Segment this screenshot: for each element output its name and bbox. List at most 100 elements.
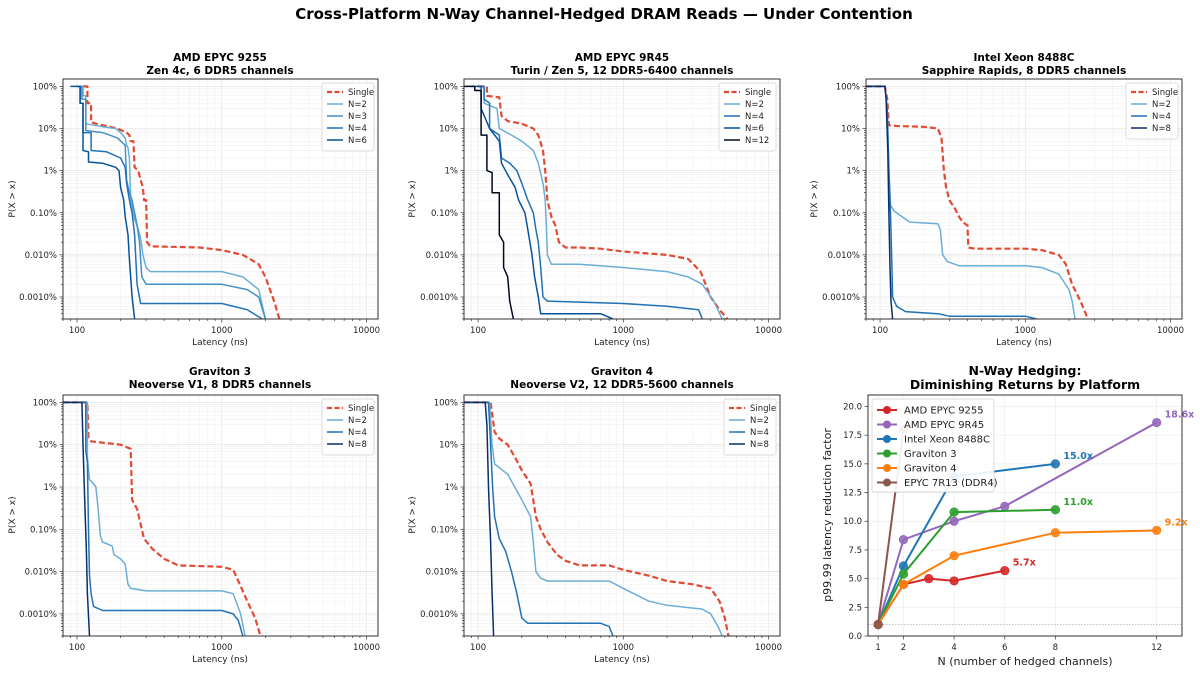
legend-label: Single bbox=[750, 404, 776, 414]
figure-title: Cross-Platform N-Way Channel-Hedged DRAM… bbox=[295, 5, 913, 23]
x-tick-label: 1000 bbox=[211, 643, 233, 653]
panel-title: Graviton 3 bbox=[189, 366, 251, 378]
x-tick-label: 12 bbox=[1151, 643, 1162, 653]
series-line-n-6 bbox=[471, 85, 614, 319]
data-point-amd-epyc-9r45 bbox=[898, 534, 909, 545]
series-line-n-6 bbox=[70, 85, 136, 319]
legend-label: N=4 bbox=[348, 124, 367, 134]
legend-marker bbox=[883, 464, 891, 472]
y-tick-label: 2.5 bbox=[848, 603, 862, 613]
y-tick-label: 1% bbox=[445, 483, 459, 493]
x-tick-label: 100 bbox=[872, 326, 888, 336]
panel-xeon8488c: Intel Xeon 8488C Sapphire Rapids, 8 DDR5… bbox=[810, 52, 1184, 348]
series-group bbox=[464, 401, 730, 636]
y-tick-label: 10.0 bbox=[843, 517, 862, 527]
legend-box bbox=[1125, 82, 1179, 140]
y-axis-label: P(X > x) bbox=[810, 180, 820, 217]
y-tick-label: 0.10% bbox=[431, 209, 458, 219]
x-tick-label: 1 bbox=[875, 643, 880, 653]
legend-marker bbox=[883, 435, 891, 443]
x-axis-label: Latency (ns) bbox=[192, 655, 248, 665]
panel-title: Graviton 4 bbox=[591, 366, 653, 378]
y-tick-label: 0.0010% bbox=[19, 610, 57, 620]
legend-label: N=6 bbox=[745, 124, 764, 134]
y-tick-label: 100% bbox=[836, 82, 860, 92]
x-tick-label: 1000 bbox=[211, 326, 233, 336]
data-point-graviton-3 bbox=[949, 507, 959, 517]
series-line-n-4 bbox=[866, 85, 1037, 319]
legend-label: N=2 bbox=[1152, 100, 1171, 110]
y-tick-label: 0.0010% bbox=[420, 293, 458, 303]
series-line-n-8 bbox=[63, 401, 91, 636]
legend-label: Single bbox=[1152, 88, 1178, 98]
series-group bbox=[63, 401, 262, 636]
annotation-graviton-3: 11.0x bbox=[1063, 497, 1093, 508]
y-tick-label: 10% bbox=[439, 441, 458, 451]
legend-box bbox=[321, 398, 375, 456]
series-line-n-4 bbox=[478, 85, 703, 319]
y-tick-label: 20.0 bbox=[843, 402, 862, 412]
data-point-amd-epyc-9r45 bbox=[1152, 417, 1162, 428]
legend-label: N=4 bbox=[745, 112, 764, 122]
y-tick-label: 0.0010% bbox=[420, 610, 458, 620]
series-line-n-12 bbox=[464, 85, 515, 319]
annotation-graviton-4: 9.2x bbox=[1165, 517, 1188, 528]
x-tick-label: 8 bbox=[1053, 643, 1058, 653]
axes-frame bbox=[62, 394, 379, 637]
series-line-n-4 bbox=[63, 401, 244, 636]
y-tick-label: 10% bbox=[38, 441, 57, 451]
panel-subtitle: Neoverse V1, 8 DDR5 channels bbox=[129, 379, 312, 391]
axes-frame bbox=[865, 78, 1183, 320]
y-tick-label: 5.0 bbox=[848, 575, 862, 585]
axes-frame bbox=[867, 394, 1183, 637]
data-point-graviton-3 bbox=[898, 569, 909, 579]
legend-box bbox=[723, 398, 777, 456]
legend-label: Single bbox=[348, 88, 374, 98]
x-tick-label: 10000 bbox=[353, 326, 380, 336]
legend: Single N=2 N=4 N=8 bbox=[723, 398, 777, 456]
y-tick-label: 15.0 bbox=[843, 460, 862, 470]
data-point-amd-epyc-9r45 bbox=[1000, 501, 1010, 511]
legend: AMD EPYC 9255 AMD EPYC 9R45 Intel Xeon 848… bbox=[871, 398, 998, 493]
y-tick-label: 1% bbox=[847, 167, 861, 177]
legend-label: Single bbox=[348, 404, 374, 414]
y-axis-label: P(X > x) bbox=[408, 496, 418, 533]
y-tick-label: 0.010% bbox=[25, 568, 57, 578]
legend-label: N=12 bbox=[745, 136, 769, 146]
legend-label: AMD EPYC 9255 bbox=[904, 406, 984, 417]
series-group bbox=[866, 85, 1089, 319]
x-tick-label: 10000 bbox=[755, 643, 782, 653]
panel-nway-hedging: N-Way Hedging: Diminishing Returns by Pl… bbox=[821, 363, 1194, 668]
y-tick-label: 0.0010% bbox=[19, 293, 57, 303]
panel-subtitle: Sapphire Rapids, 8 DDR5 channels bbox=[922, 65, 1127, 77]
data-point-amd-epyc-9255 bbox=[949, 576, 959, 586]
legend-label: N=3 bbox=[348, 112, 367, 122]
annotation-amd-epyc-9255: 5.7x bbox=[1013, 558, 1036, 569]
y-tick-label: 17.5 bbox=[843, 431, 862, 441]
y-tick-label: 0.10% bbox=[431, 525, 458, 535]
y-tick-label: 12.5 bbox=[843, 489, 862, 499]
x-tick-label: 100 bbox=[69, 326, 85, 336]
y-tick-label: 100% bbox=[33, 82, 57, 92]
series-line-n-4 bbox=[464, 401, 614, 636]
legend-label: N=8 bbox=[1152, 124, 1171, 134]
legend-label: N=4 bbox=[348, 428, 367, 438]
annotation-intel-xeon-8488c: 15.0x bbox=[1063, 451, 1093, 462]
y-tick-label: 10% bbox=[841, 125, 860, 135]
x-tick-label: 1000 bbox=[612, 643, 634, 653]
y-axis-label: p99.99 latency reduction factor bbox=[821, 428, 834, 602]
series-line-single bbox=[63, 401, 262, 636]
y-tick-label: 0.010% bbox=[25, 251, 57, 261]
legend-label: N=4 bbox=[750, 428, 769, 438]
y-tick-label: 0.010% bbox=[426, 251, 458, 261]
y-tick-label: 100% bbox=[434, 398, 458, 408]
legend-label: EPYC 7R13 (DDR4) bbox=[904, 478, 998, 489]
panel-subtitle: Turin / Zen 5, 12 DDR5-6400 channels bbox=[511, 65, 734, 77]
x-tick-label: 4 bbox=[951, 643, 956, 653]
legend-marker bbox=[883, 449, 891, 458]
legend-box bbox=[871, 398, 995, 493]
x-tick-label: 100 bbox=[470, 326, 486, 336]
legend: Single N=2 N=4 N=8 bbox=[321, 398, 375, 456]
x-axis-label: Latency (ns) bbox=[594, 655, 650, 665]
